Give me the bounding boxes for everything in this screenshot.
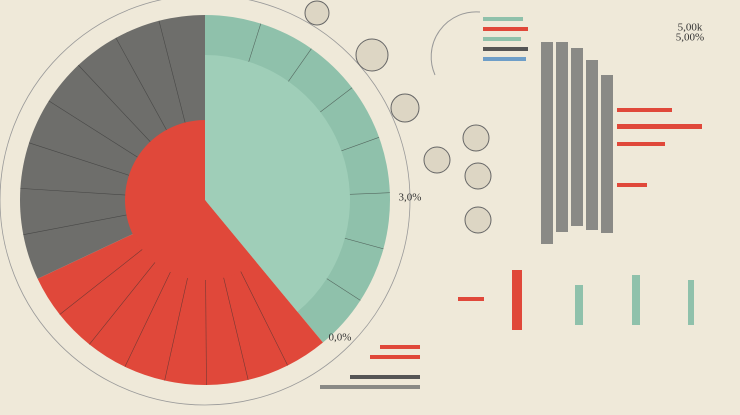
annotation: 3,0%: [399, 192, 422, 204]
outer-ring: [0, 0, 411, 406]
annotation: 5,00k: [678, 22, 703, 34]
pie-group: [19, 15, 390, 385]
annotation: 0,0%: [329, 332, 352, 344]
decor: [304, 0, 702, 389]
inner-ring: [124, 120, 256, 281]
green-inner: [205, 55, 350, 312]
annotation: 5,00%: [676, 32, 704, 44]
pie-slice: [37, 200, 323, 385]
